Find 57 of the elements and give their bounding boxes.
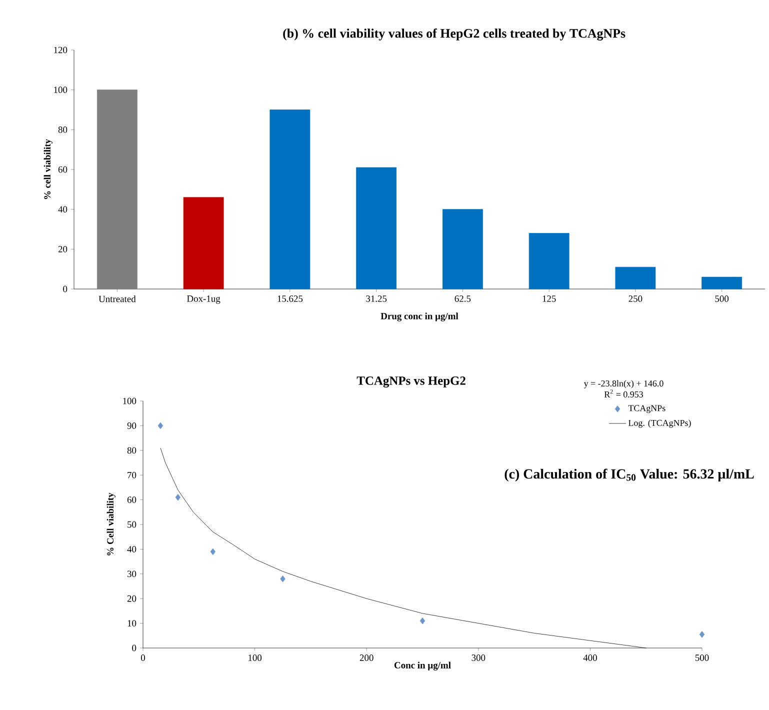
x-tick-label: 500	[715, 296, 729, 302]
text: R$^{2}$ = 0.953	[604, 390, 643, 398]
annotation: (c) Calculation of IC$_{50}$ Value: 56.32 µl/mL	[504, 468, 754, 482]
y-tick-label: 60	[58, 166, 68, 173]
chart-title: TCAgNPs vs HepG2	[356, 376, 466, 388]
bar	[270, 110, 310, 290]
y-tick-label: 40	[58, 206, 68, 213]
x-tick-label: 400	[583, 654, 597, 661]
point	[175, 494, 181, 501]
bar	[528, 233, 570, 290]
x-tick-label: 100	[248, 654, 262, 661]
x-tick-label: 62.5	[454, 296, 471, 302]
point	[158, 422, 164, 430]
chart-title: (b) % cell viability values of HepG2 cells treated by TCAgNPs	[283, 28, 626, 40]
y-tick-label: 20	[127, 595, 136, 602]
x-axis-title: Drug conc in µg/ml	[380, 312, 458, 322]
x-tick-label: 31.25	[366, 296, 387, 302]
legend-label: TCAgNPs	[628, 405, 666, 414]
y-tick-label: 80	[127, 447, 136, 454]
x-tick-label: 500	[695, 654, 709, 661]
bar	[96, 90, 138, 290]
y-tick-label: 0	[63, 286, 68, 292]
x-tick-label: 300	[472, 654, 486, 661]
y-tick-label: 50	[128, 521, 136, 528]
y-tick-label: 90	[127, 422, 136, 429]
x-tick-label: 200	[360, 654, 374, 661]
y-tick-label: 70	[128, 472, 136, 478]
x-tick-label: 0	[140, 654, 146, 661]
x-axis-title: Conc in µg/ml	[394, 662, 451, 670]
bar	[183, 197, 224, 290]
y-axis-title: % cell viability	[44, 139, 52, 200]
y-tick-label: 10	[128, 620, 136, 626]
bar	[702, 276, 742, 290]
text: y = -23.8ln(x) + 146.0	[584, 380, 664, 388]
y-tick-label: 40	[127, 546, 136, 552]
x-tick-label: 250	[628, 296, 642, 302]
point	[699, 631, 705, 638]
y-tick-label: 80	[58, 126, 68, 133]
y-tick-label: 20	[58, 246, 68, 252]
y-tick-label: 120	[54, 46, 68, 54]
y-tick-label: 60	[127, 496, 136, 503]
y-tick-label: 30	[127, 570, 136, 578]
y-tick-label: 100	[123, 398, 136, 404]
point	[420, 617, 426, 624]
bar	[356, 167, 397, 290]
bar	[615, 266, 656, 290]
x-tick-label: Untreated	[98, 296, 136, 302]
bar	[442, 209, 483, 290]
y-tick-label: 0	[132, 644, 136, 652]
point	[280, 575, 286, 582]
legend-label: Log. (TCAgNPs)	[628, 420, 691, 428]
x-tick-label: Dox-1ug	[187, 296, 220, 304]
x-tick-label: 125	[542, 296, 556, 302]
point	[210, 548, 216, 556]
x-tick-label: 15.625	[278, 296, 303, 302]
y-axis-title: % Cell viability	[106, 492, 116, 556]
y-tick-label: 100	[54, 86, 68, 94]
